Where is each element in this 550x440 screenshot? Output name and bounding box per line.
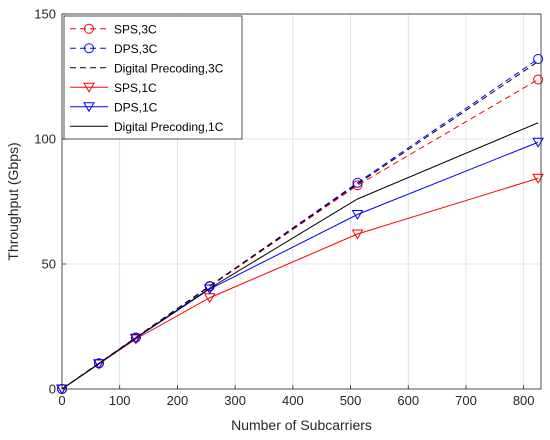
x-tick-label: 0 — [58, 393, 65, 408]
series-line — [61, 61, 539, 390]
x-tick-label: 100 — [109, 393, 131, 408]
data-point — [93, 359, 105, 370]
legend: SPS,3C DPS,3C Digital Precoding,3C SPS,1C DP… — [63, 15, 243, 140]
series-6 — [61, 122, 539, 390]
data-point — [352, 177, 363, 188]
x-tick-label: 700 — [455, 393, 477, 408]
x-tick-label: 600 — [397, 393, 419, 408]
legend-label: Digital Precoding,3C — [114, 61, 224, 75]
x-tick-label: 500 — [340, 393, 362, 408]
legend-label: SPS,1C — [114, 81, 157, 95]
data-point — [83, 82, 95, 93]
x-tick-label: 800 — [513, 393, 535, 408]
legend-entry: DPS,3C — [70, 42, 158, 56]
x-axis-title: Number of Subcarriers — [231, 417, 372, 433]
legend-entry: SPS,3C — [70, 22, 157, 36]
data-point — [351, 229, 364, 240]
legend-label: Digital Precoding,1C — [114, 120, 224, 134]
data-point — [129, 333, 142, 344]
data-point — [352, 180, 363, 191]
series-layer — [56, 54, 544, 395]
data-point — [83, 102, 95, 113]
legend-label: DPS,1C — [114, 100, 158, 114]
legend-entry: Digital Precoding,3C — [70, 61, 224, 75]
data-point — [84, 43, 94, 54]
legend-label: DPS,3C — [114, 42, 158, 56]
legend-entry: Digital Precoding,1C — [70, 120, 224, 134]
legend-entry: SPS,1C — [70, 81, 157, 95]
legend-entry: DPS,1C — [70, 100, 158, 114]
data-point — [351, 210, 364, 220]
data-point — [84, 23, 94, 34]
data-point — [533, 54, 544, 64]
data-point — [203, 284, 216, 295]
y-tick-label: 0 — [49, 382, 56, 397]
y-axis-title: Throughput (Gbps) — [5, 142, 21, 260]
series-3 — [61, 61, 539, 390]
data-point — [533, 74, 544, 85]
legend-label: SPS,3C — [114, 22, 157, 36]
x-tick-label: 400 — [282, 393, 304, 408]
y-tick-label: 50 — [42, 257, 56, 272]
x-tick-label: 300 — [224, 393, 246, 408]
series-line — [61, 122, 539, 390]
x-tick-label: 200 — [167, 393, 189, 408]
legend-box — [63, 15, 243, 140]
y-tick-label: 150 — [34, 7, 56, 22]
ticks: 0 100 200 300 400 500 600 700 800 0 50 100 150 — [34, 7, 534, 409]
plot-frame — [61, 13, 542, 390]
y-tick-label: 100 — [34, 132, 56, 147]
